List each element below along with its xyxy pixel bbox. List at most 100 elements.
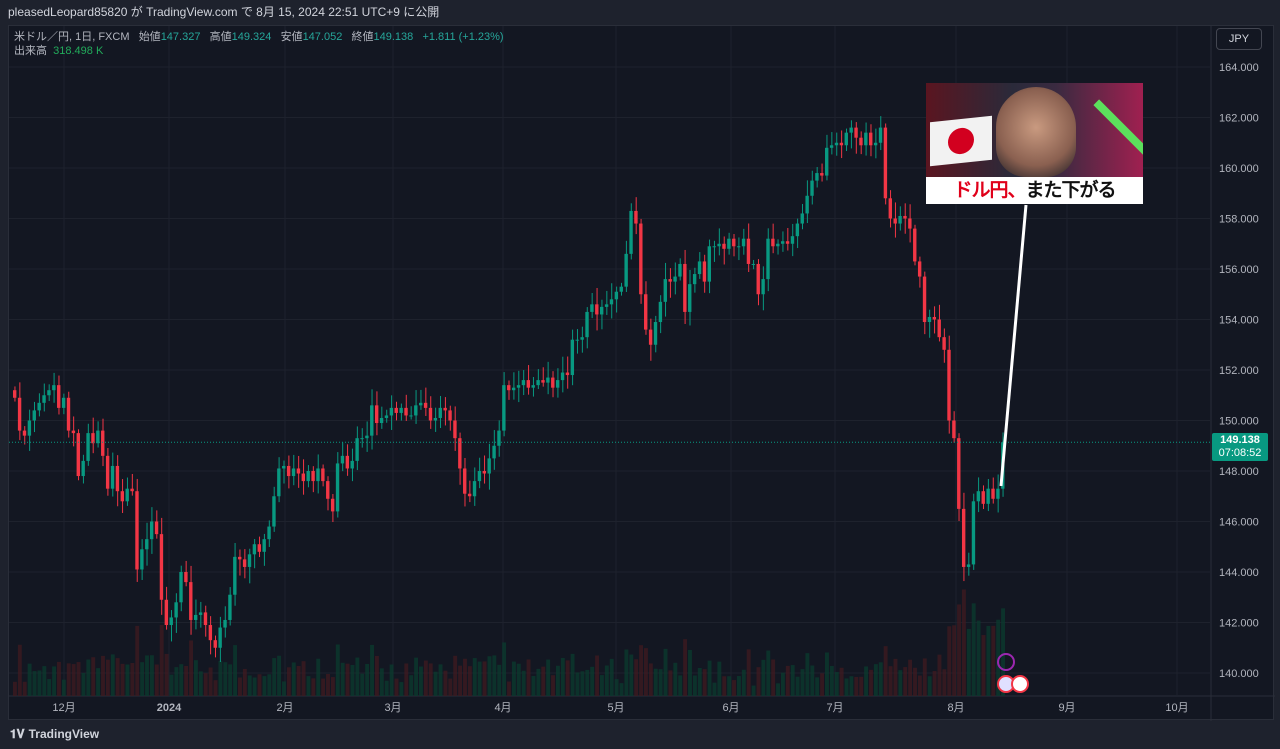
candle-body (374, 405, 379, 424)
volume-bar (790, 665, 795, 696)
candle-body (438, 407, 442, 418)
candle-body (360, 438, 364, 440)
volume-bar (198, 671, 203, 696)
thumbnail-image: ドル円、また下がる (926, 83, 1143, 204)
volume-bar (678, 675, 683, 696)
candle-body (242, 559, 247, 567)
volume-bar (218, 661, 223, 696)
candle-body (961, 508, 966, 567)
candle-body (820, 173, 824, 176)
price-chart[interactable]: 140.000 142.000 144.000 146.000 148.000 150.0… (9, 26, 1275, 721)
candle-body (458, 438, 462, 469)
candle-body (526, 380, 531, 388)
candle-body (688, 284, 692, 312)
volume-bar (619, 683, 624, 696)
volume-bar (228, 664, 233, 696)
volume-bar (286, 667, 291, 696)
volume-bar (683, 639, 688, 696)
candle-body (52, 385, 56, 391)
candle-body (893, 218, 897, 224)
volume-bar (585, 669, 590, 696)
candle-body (991, 488, 995, 499)
volume-bar (629, 654, 634, 696)
candle-body (159, 534, 164, 600)
volume-bar (903, 667, 908, 696)
y-tick-label: 144.000 (1219, 567, 1259, 579)
candle-body (340, 455, 345, 464)
candle-body (854, 127, 858, 138)
volume-bar (971, 603, 976, 696)
candle-body (394, 407, 398, 413)
candle-body (864, 132, 868, 146)
candle-body (741, 238, 746, 247)
candle-body (330, 498, 335, 512)
candle-body (257, 544, 261, 552)
low-value: 147.052 (302, 31, 343, 43)
volume-bar (110, 654, 115, 696)
volume-bar (154, 664, 159, 696)
x-tick-label: 12月 (52, 702, 75, 714)
volume-bar (917, 675, 922, 696)
candle-body (599, 306, 604, 315)
volume-bar (282, 681, 286, 696)
candle-body (154, 521, 159, 535)
candle-body (233, 556, 237, 595)
candle-body (917, 261, 922, 277)
candle-body (453, 420, 457, 439)
volume-bar (311, 678, 316, 696)
candle-body (619, 286, 623, 292)
footer-brand[interactable]: 𝟏𝐕 TradingView (0, 722, 1280, 749)
candle-body (913, 228, 917, 262)
volume-bar (355, 657, 360, 696)
symbol-name[interactable]: 米ドル／円, 1日, FXCM (14, 31, 130, 43)
volume-bar (692, 675, 697, 696)
volume-bar (658, 669, 663, 696)
volume-bar (384, 680, 389, 696)
volume-bar (502, 642, 507, 696)
volume-bar (149, 655, 154, 696)
candle-body (96, 430, 100, 444)
volume-bar (272, 658, 277, 696)
volume-bar (555, 665, 560, 696)
currency-button[interactable]: JPY (1216, 28, 1262, 50)
candle-body (776, 243, 780, 247)
candle-body (42, 395, 46, 403)
volume-bar (634, 659, 639, 696)
y-tick-label: 154.000 (1219, 315, 1259, 327)
candle-body (531, 385, 535, 388)
candle-body (399, 407, 403, 413)
candle-body (771, 238, 775, 247)
volume-bar (340, 662, 345, 696)
volume-bar (17, 644, 22, 696)
candle-body (27, 420, 32, 436)
volume-bar (306, 676, 311, 696)
y-tick-label: 150.000 (1219, 416, 1259, 428)
volume-bar (472, 658, 477, 696)
volume-bar (345, 663, 350, 696)
volume-bar (189, 640, 193, 696)
candle-body (277, 468, 281, 497)
candle-body (697, 261, 702, 275)
volume-bar (507, 681, 511, 696)
volume-bar (101, 655, 105, 696)
candle-body (834, 142, 839, 146)
candle-body (76, 433, 80, 477)
volume-bar (233, 645, 238, 696)
candle-body (590, 304, 594, 312)
candle-body (448, 410, 452, 421)
candle-body (785, 241, 790, 244)
volume-bar (697, 667, 702, 696)
candle-body (829, 145, 834, 148)
candle-body (326, 481, 330, 499)
candle-body (71, 430, 76, 434)
candle-body (511, 387, 516, 391)
volume-label: 出来高 (14, 45, 47, 57)
candle-body (683, 263, 687, 312)
volume-bar (795, 676, 800, 696)
volume-bar (663, 648, 668, 696)
volume-bar (844, 678, 849, 696)
candle-body (463, 468, 467, 494)
candle-body (140, 549, 144, 570)
candle-body (947, 349, 951, 421)
volume-bar (800, 669, 805, 696)
